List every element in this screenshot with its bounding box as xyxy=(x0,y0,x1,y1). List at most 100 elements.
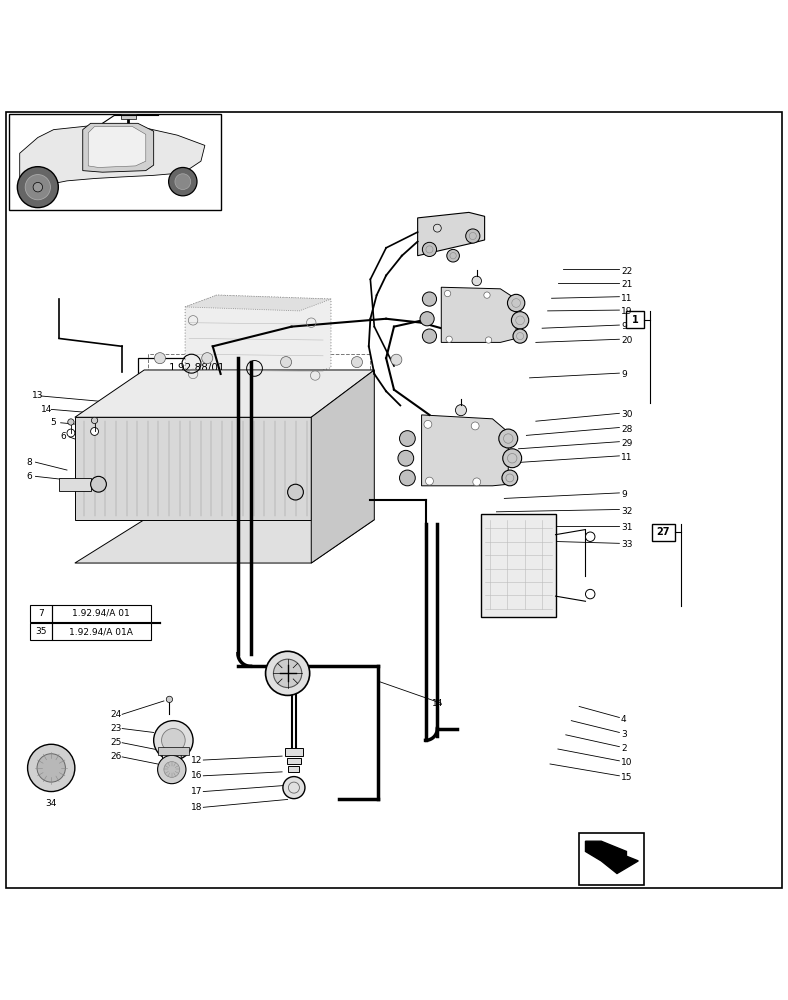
Circle shape xyxy=(33,182,43,192)
Text: 9: 9 xyxy=(621,322,626,331)
Polygon shape xyxy=(88,126,146,167)
Text: 35: 35 xyxy=(35,627,46,636)
Circle shape xyxy=(426,477,433,485)
Circle shape xyxy=(422,242,437,257)
Circle shape xyxy=(273,659,302,688)
Circle shape xyxy=(91,428,98,435)
Bar xyxy=(579,833,644,885)
Circle shape xyxy=(499,429,518,448)
Circle shape xyxy=(281,357,292,368)
Bar xyxy=(148,354,370,374)
Text: 33: 33 xyxy=(621,540,633,549)
Circle shape xyxy=(513,329,527,343)
Text: 6: 6 xyxy=(26,472,32,481)
Text: 25: 25 xyxy=(110,738,121,747)
Circle shape xyxy=(503,449,522,468)
Text: 1.92.88/01: 1.92.88/01 xyxy=(169,363,225,373)
Circle shape xyxy=(446,336,452,342)
Circle shape xyxy=(466,229,480,243)
Text: 14: 14 xyxy=(432,699,443,708)
Bar xyxy=(20,156,30,163)
Text: 1.92.94/A 01: 1.92.94/A 01 xyxy=(72,609,130,618)
Circle shape xyxy=(444,290,451,297)
Circle shape xyxy=(166,696,173,703)
Circle shape xyxy=(37,754,65,782)
Circle shape xyxy=(288,484,303,500)
Circle shape xyxy=(585,589,595,599)
Bar xyxy=(30,623,52,640)
Bar xyxy=(626,311,644,328)
Circle shape xyxy=(400,431,415,446)
Text: 9: 9 xyxy=(621,490,626,499)
Circle shape xyxy=(283,777,305,799)
Circle shape xyxy=(507,294,525,312)
Circle shape xyxy=(398,450,414,466)
Circle shape xyxy=(400,470,415,486)
Text: 15: 15 xyxy=(621,773,633,782)
Circle shape xyxy=(17,167,58,208)
Text: 14: 14 xyxy=(41,405,52,414)
Circle shape xyxy=(447,249,459,262)
Circle shape xyxy=(158,755,186,784)
Text: 24: 24 xyxy=(110,710,121,719)
Text: 12: 12 xyxy=(191,756,202,765)
Bar xyxy=(652,524,675,541)
Polygon shape xyxy=(83,123,154,172)
Circle shape xyxy=(162,747,181,766)
Text: 9: 9 xyxy=(621,370,626,379)
Text: 32: 32 xyxy=(621,507,632,516)
Polygon shape xyxy=(441,287,516,342)
Text: 4: 4 xyxy=(621,715,626,724)
Text: 5: 5 xyxy=(50,418,56,427)
Circle shape xyxy=(202,353,213,364)
Circle shape xyxy=(502,470,518,486)
Circle shape xyxy=(28,744,75,792)
Circle shape xyxy=(420,312,434,326)
Circle shape xyxy=(471,422,479,430)
Text: 3: 3 xyxy=(621,730,626,739)
Circle shape xyxy=(162,729,185,752)
Text: 26: 26 xyxy=(110,752,121,761)
Text: 16: 16 xyxy=(191,771,203,780)
Polygon shape xyxy=(75,417,311,520)
Text: 19: 19 xyxy=(621,307,633,316)
Polygon shape xyxy=(20,126,205,186)
Circle shape xyxy=(585,532,595,541)
Bar xyxy=(9,114,221,210)
Circle shape xyxy=(154,353,165,364)
Circle shape xyxy=(154,721,193,760)
Circle shape xyxy=(67,429,75,437)
Bar xyxy=(59,478,91,491)
Text: 10: 10 xyxy=(621,758,633,767)
Circle shape xyxy=(511,312,529,329)
Circle shape xyxy=(175,174,191,190)
Bar xyxy=(158,747,189,755)
Bar xyxy=(287,758,301,764)
Text: 2: 2 xyxy=(621,744,626,753)
Text: 20: 20 xyxy=(621,336,632,345)
Text: 11: 11 xyxy=(621,294,633,303)
Bar xyxy=(481,514,556,617)
Text: 11: 11 xyxy=(621,453,633,462)
Text: 28: 28 xyxy=(621,425,632,434)
Bar xyxy=(30,605,52,622)
Circle shape xyxy=(433,224,441,232)
Polygon shape xyxy=(185,295,331,311)
Text: 1.92.94/A 01A: 1.92.94/A 01A xyxy=(69,627,133,636)
Text: 27: 27 xyxy=(656,527,671,537)
Circle shape xyxy=(422,292,437,306)
Text: 13: 13 xyxy=(32,391,43,400)
Polygon shape xyxy=(418,212,485,256)
Circle shape xyxy=(68,419,74,425)
Text: 31: 31 xyxy=(621,523,633,532)
Text: 34: 34 xyxy=(46,799,57,808)
Bar xyxy=(52,605,151,622)
Text: 22: 22 xyxy=(621,267,632,276)
Circle shape xyxy=(422,329,437,343)
Polygon shape xyxy=(585,841,638,874)
Circle shape xyxy=(91,417,98,424)
Text: 7: 7 xyxy=(38,609,44,618)
Circle shape xyxy=(455,405,466,416)
Text: 21: 21 xyxy=(621,280,632,289)
Circle shape xyxy=(472,276,481,286)
